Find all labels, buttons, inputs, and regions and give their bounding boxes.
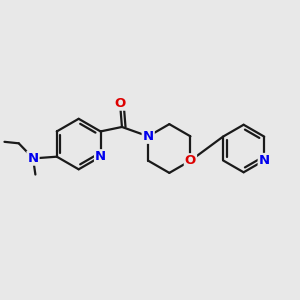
Text: N: N (142, 130, 154, 143)
Text: N: N (95, 150, 106, 163)
Text: O: O (185, 154, 196, 167)
Text: O: O (115, 97, 126, 110)
Text: N: N (27, 152, 39, 165)
Text: N: N (259, 154, 270, 167)
